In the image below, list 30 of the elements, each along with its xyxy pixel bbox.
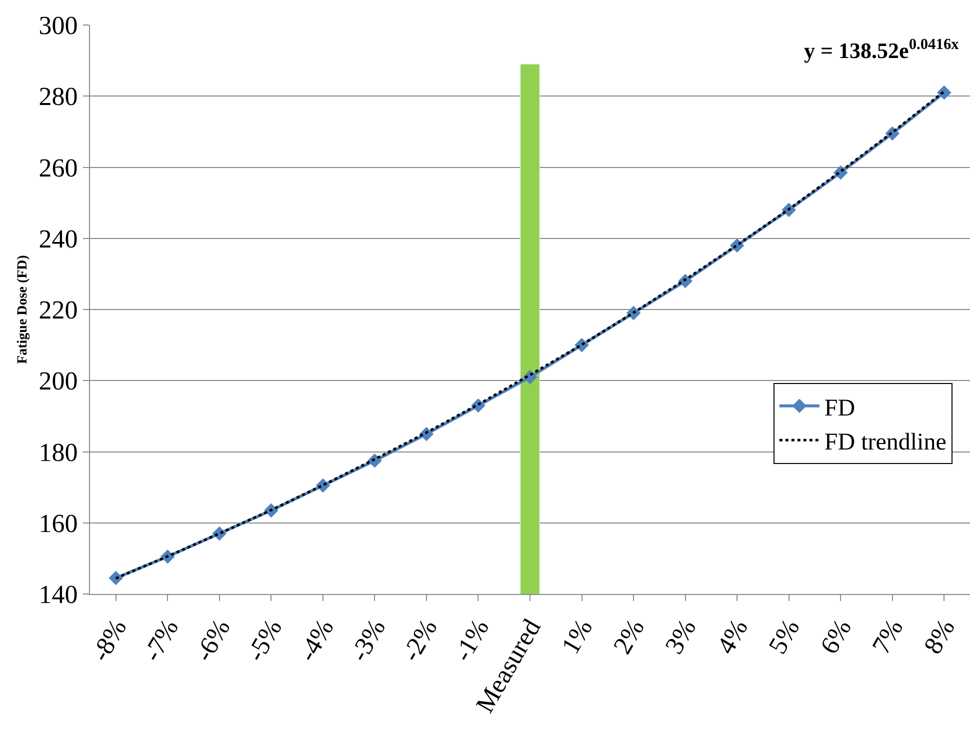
y-tick-label: 160 [38, 508, 78, 538]
y-tick-label: 240 [38, 224, 78, 254]
y-tick-label: 260 [38, 153, 78, 182]
annotation: y = 138.52e$^{0.0416x}$ [804, 36, 960, 64]
y-tick-label: 280 [38, 82, 78, 112]
x-tick-label: 2% [608, 614, 650, 659]
x-tick-label: 4% [711, 614, 754, 659]
x-tick-label: -7% [137, 614, 184, 666]
x-tick-label: -2% [396, 614, 443, 666]
x-tick-label: -4% [292, 614, 340, 666]
y-tick-label: 180 [38, 438, 78, 467]
legend-label: FD trendline [824, 429, 946, 456]
x-tick-label: -5% [240, 614, 288, 666]
point [936, 85, 952, 100]
y-tick-label: 300 [38, 11, 78, 40]
x-tick-label: 6% [814, 614, 858, 659]
x-tick-label: 1% [556, 614, 598, 659]
x-tick-label: 3% [659, 614, 702, 659]
x-tick-label: -8% [86, 614, 132, 666]
point [108, 570, 124, 586]
y-axis-title: Fatigue Dose (FD) [15, 254, 30, 364]
x-tick-label: 8% [918, 614, 961, 659]
x-tick-label: -3% [344, 614, 392, 666]
legend-label: FD [824, 395, 856, 422]
y-tick-label: 220 [38, 296, 78, 325]
y-tick-label: 200 [38, 366, 78, 396]
y-tick-label: 140 [38, 580, 78, 610]
x-tick-label: 7% [866, 614, 909, 659]
x-tick-label: 5% [762, 614, 806, 659]
x-tick-label: -6% [189, 614, 236, 666]
